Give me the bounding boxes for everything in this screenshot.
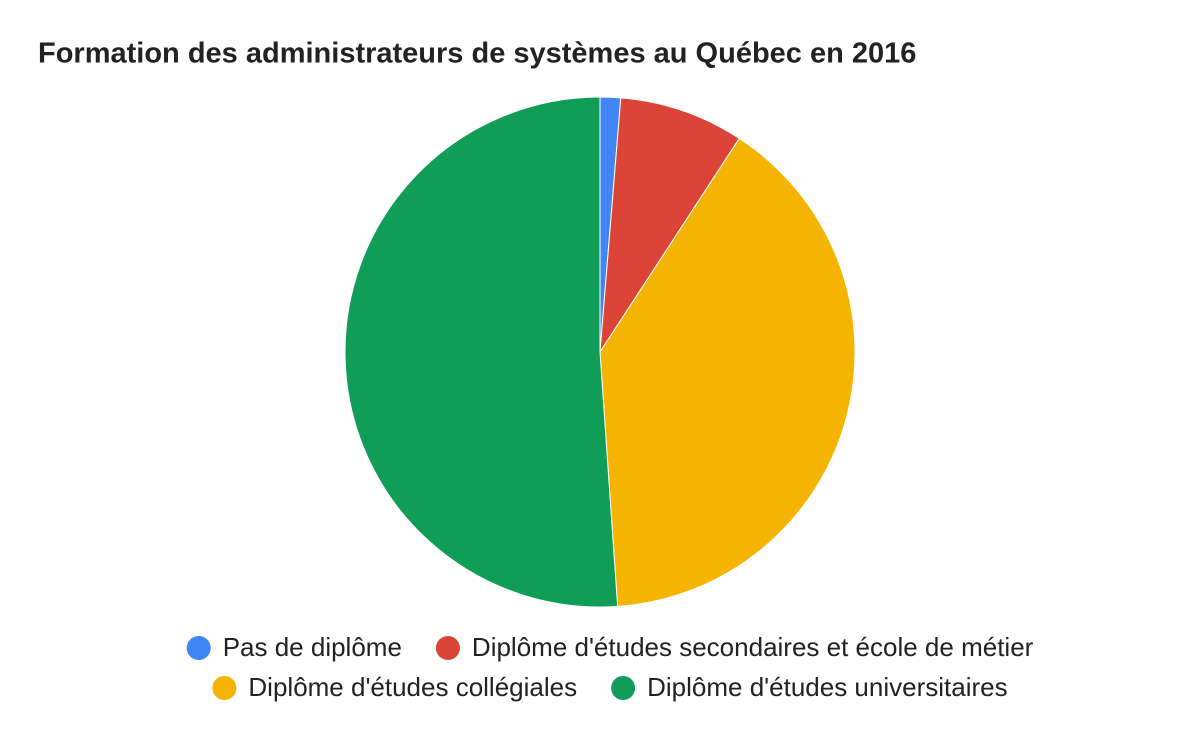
- legend-marker: [212, 676, 237, 700]
- chart-title: Formation des administrateurs de système…: [38, 38, 916, 70]
- legend-marker: [611, 676, 636, 700]
- legend-label: Diplôme d'études secondaires et école de…: [472, 632, 1034, 662]
- legend-marker: [435, 636, 460, 660]
- legend-label: Pas de diplôme: [223, 632, 402, 662]
- pie-slice: [599, 97, 741, 353]
- legend-label: Diplôme d'études collégiales: [248, 672, 577, 702]
- legend-row: Diplôme d'études collégiales Diplôme d'ét…: [212, 672, 1008, 702]
- pie-slice: [599, 137, 856, 607]
- legend-row: Pas de diplôme Diplôme d'études secondair…: [186, 632, 1034, 662]
- legend-label: Diplôme d'études universitaires: [647, 672, 1007, 702]
- legend-marker: [186, 636, 211, 660]
- pie-slice: [344, 96, 619, 608]
